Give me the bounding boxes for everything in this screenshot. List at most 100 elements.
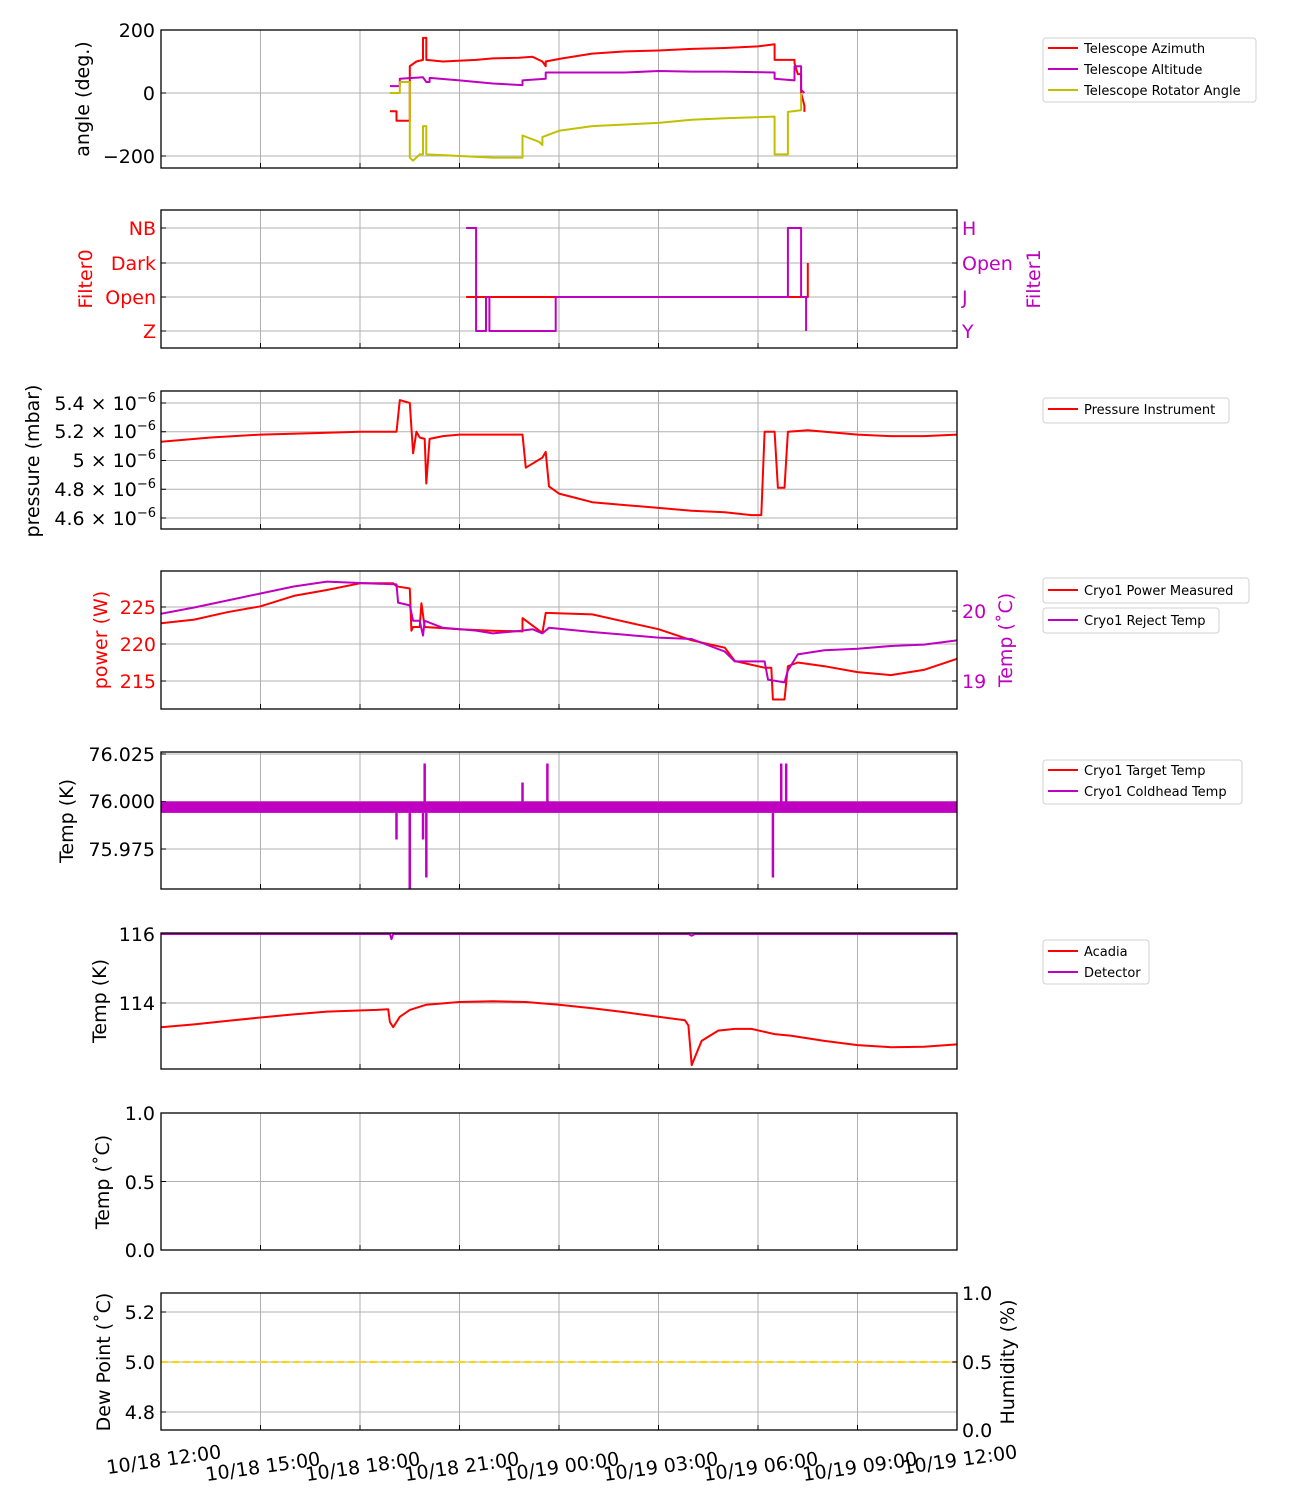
series-detector xyxy=(161,933,957,941)
ytick-label: Open xyxy=(105,287,156,309)
tick-mantissa: 4.6 × 10 xyxy=(54,508,136,530)
legend-label: Telescope Azimuth xyxy=(1083,42,1205,57)
ytick-label: J xyxy=(961,287,968,309)
tick-exponent: −6 xyxy=(137,391,156,406)
legend-label: Cryo1 Power Measured xyxy=(1084,584,1233,599)
ytick-label: H xyxy=(962,218,976,240)
ylabel-filter0: Filter0 xyxy=(75,249,97,308)
ytick-label: 5.0 xyxy=(125,1352,155,1374)
ytick-label: −200 xyxy=(103,146,155,168)
ytick-label: 76.000 xyxy=(89,791,155,813)
ytick-label: 1.0 xyxy=(962,1283,992,1305)
series-group xyxy=(161,933,957,1067)
tick-exponent: −6 xyxy=(137,506,156,521)
legend-box xyxy=(1042,397,1230,424)
ylabel-telescope: angle (deg.) xyxy=(72,41,94,156)
ytick-label: 116 xyxy=(119,924,155,946)
series-group xyxy=(161,763,957,889)
legend-telescope: Telescope Azimuth Telescope Altitude Tel… xyxy=(1042,37,1257,103)
axes-frame xyxy=(160,570,958,710)
legend-box xyxy=(1042,607,1220,634)
ytick-label: 215 xyxy=(120,671,156,693)
panel-axes-cryo-temp xyxy=(160,751,958,890)
panel-pressure: pressure (mbar) 5.4 × 10−65.2 × 10−65 × … xyxy=(22,385,1230,538)
legend-label: Acadia xyxy=(1084,945,1128,960)
legend-cryo-power: Cryo1 Power Measured Cryo1 Reject Temp xyxy=(1042,577,1250,634)
series-pressure-instrument xyxy=(161,399,957,517)
panel-axes-temp-c xyxy=(160,1112,958,1251)
legend-pressure: Pressure Instrument xyxy=(1042,397,1230,424)
ylabel-filter1: Filter1 xyxy=(1023,249,1045,308)
ytick-label: 20 xyxy=(962,601,986,623)
series-group xyxy=(389,36,806,162)
ytick-label: Dark xyxy=(111,253,156,275)
panel-telescope: angle (deg.) 200 0 −200 Telescope Azimut… xyxy=(72,20,1257,168)
series-filter1 xyxy=(466,227,808,332)
series-acadia xyxy=(161,1000,957,1067)
ytick-label: 5.2 xyxy=(125,1302,155,1324)
ytick-label: 0.0 xyxy=(125,1240,155,1262)
series-telescope-azimuth xyxy=(389,36,806,122)
ytick-label: 5 × 10−6 xyxy=(73,448,156,472)
panel-filters: Filter0 Filter1 NB Dark Open Z H Open J … xyxy=(75,218,1045,343)
panel-temp-c: Temp (˚C) 1.0 0.5 0.0 xyxy=(92,1103,155,1262)
ytick-label: 4.8 xyxy=(125,1402,155,1424)
axes-frame xyxy=(160,390,958,530)
tick-exponent: −6 xyxy=(137,419,156,434)
panel-cryo-temp: Temp (K) 76.025 76.000 75.975 Cryo1 Targ… xyxy=(56,744,1243,864)
ytick-label: 0.0 xyxy=(962,1420,992,1442)
series-group xyxy=(161,399,957,517)
power-ytick-labels: 225 220 215 xyxy=(120,597,156,693)
axes-frame xyxy=(160,29,958,169)
legend-label: Cryo1 Reject Temp xyxy=(1084,614,1206,629)
ylabel-pressure: pressure (mbar) xyxy=(22,385,44,538)
x-axis-tick-labels: 10/18 12:00 10/18 15:00 10/18 18:00 10/1… xyxy=(105,1441,1018,1486)
legend-label: Detector xyxy=(1084,966,1141,981)
tick-exponent: −6 xyxy=(137,448,156,463)
panel-axes-pressure xyxy=(160,390,958,530)
pressure-ytick-labels: 5.4 × 10−65.2 × 10−65 × 10−64.8 × 10−64.… xyxy=(54,391,156,530)
panel-axes-filters xyxy=(160,209,958,349)
ylabel-reject-temp: Temp (˚C) xyxy=(995,593,1017,688)
ylabel-dewpoint: Dew Point (˚C) xyxy=(93,1293,115,1432)
ytick-label: 5.2 × 10−6 xyxy=(54,419,156,443)
tick-mantissa: 5 × 10 xyxy=(73,450,137,472)
plot-layer xyxy=(160,29,958,1431)
tick-mantissa: 5.4 × 10 xyxy=(54,393,136,415)
series-telescope-altitude xyxy=(389,65,806,94)
series-filter0 xyxy=(466,263,809,298)
ytick-label: 19 xyxy=(962,671,986,693)
legend-detector: Acadia Detector xyxy=(1042,939,1150,985)
legend-box xyxy=(1042,759,1243,805)
legend-label: Pressure Instrument xyxy=(1084,403,1215,418)
panel-axes-cryo-power xyxy=(160,570,958,710)
series-group xyxy=(161,580,957,701)
ytick-label: 1.0 xyxy=(125,1103,155,1125)
ytick-label: 76.025 xyxy=(89,744,155,766)
ytick-label: 0.5 xyxy=(962,1352,992,1374)
panel-dewpoint: Dew Point (˚C) Humidity (%) 5.2 5.0 4.8 … xyxy=(93,1283,1019,1442)
ytick-label: 114 xyxy=(119,993,155,1015)
ytick-label: Open xyxy=(962,253,1013,275)
ytick-label: 200 xyxy=(119,20,155,42)
series-group xyxy=(466,227,809,332)
legend-cryo-temp: Cryo1 Target Temp Cryo1 Coldhead Temp xyxy=(1042,759,1243,805)
axes-frame xyxy=(160,932,958,1070)
tick-exponent: −6 xyxy=(137,477,156,492)
axes-frame xyxy=(160,209,958,349)
ytick-label: NB xyxy=(129,218,156,240)
series-cryo1-reject-temp xyxy=(161,580,957,684)
axes-frame xyxy=(160,1112,958,1251)
series-telescope-rotator-angle xyxy=(389,81,803,162)
ytick-label: 75.975 xyxy=(89,839,155,861)
axes-frame xyxy=(160,751,958,890)
legend-label: Cryo1 Coldhead Temp xyxy=(1084,785,1227,800)
ytick-label: 4.8 × 10−6 xyxy=(54,477,156,501)
tick-mantissa: 4.8 × 10 xyxy=(54,479,136,501)
ytick-label: 0.5 xyxy=(125,1172,155,1194)
ylabel-humidity: Humidity (%) xyxy=(997,1299,1019,1424)
tick-mantissa: 5.2 × 10 xyxy=(54,421,136,443)
legend-label: Telescope Altitude xyxy=(1083,63,1202,78)
